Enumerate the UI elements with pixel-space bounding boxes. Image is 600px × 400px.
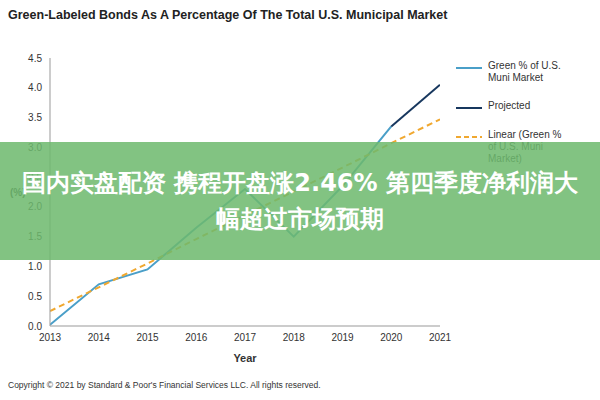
svg-text:1.0: 1.0 bbox=[28, 261, 42, 272]
svg-text:4.5: 4.5 bbox=[28, 53, 42, 64]
svg-text:2016: 2016 bbox=[185, 332, 208, 343]
html-text:国内实盘配资 携程开盘涨2.46% 第四季度净利润大幅超过市: 国内实盘配资 携程开盘涨2.46% 第四季度净利润大幅超过市场预期 bbox=[22, 169, 578, 233]
html-text:Projected: Projected bbox=[488, 100, 531, 111]
html-text:Green % of U.S. Muni Market: Green % of U.S. Muni Market bbox=[488, 60, 561, 83]
svg-text:2015: 2015 bbox=[136, 332, 159, 343]
svg-text:2020: 2020 bbox=[380, 332, 403, 343]
svg-text:Year: Year bbox=[233, 352, 257, 364]
svg-text:2019: 2019 bbox=[331, 332, 354, 343]
svg-text:0.5: 0.5 bbox=[28, 291, 42, 302]
svg-text:2021: 2021 bbox=[429, 332, 452, 343]
svg-text:2013: 2013 bbox=[39, 332, 62, 343]
svg-text:2017: 2017 bbox=[234, 332, 257, 343]
svg-text:2018: 2018 bbox=[283, 332, 306, 343]
svg-text:3.5: 3.5 bbox=[28, 112, 42, 123]
html-text:Linear (Green % of U.S. Muni M: Linear (Green % of U.S. Muni Market) bbox=[488, 129, 562, 164]
svg-text:4.0: 4.0 bbox=[28, 82, 42, 93]
svg-text:2014: 2014 bbox=[88, 332, 111, 343]
html-text:Copyright © 2021 by Standard &: Copyright © 2021 by Standard & Poor's Fi… bbox=[8, 380, 321, 390]
svg-text:0.0: 0.0 bbox=[28, 321, 42, 332]
html-text:Green-Labeled Bonds As A Perce: Green-Labeled Bonds As A Percentage Of T… bbox=[8, 8, 448, 22]
